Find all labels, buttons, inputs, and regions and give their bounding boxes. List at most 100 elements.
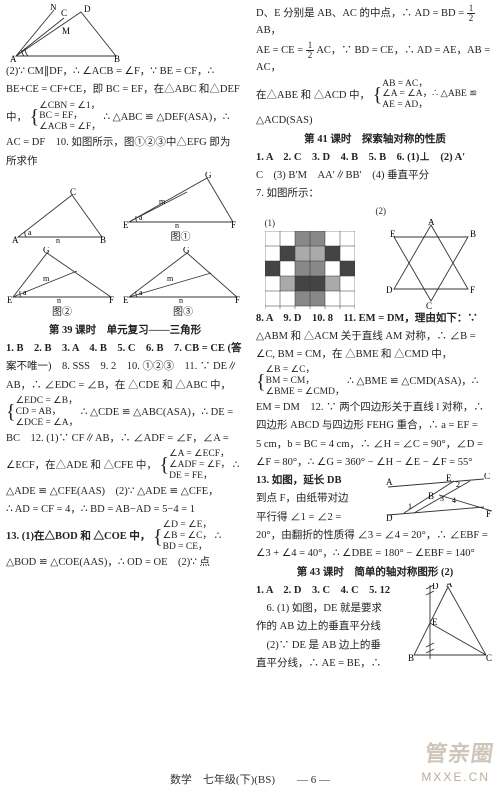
svg-text:m: m bbox=[159, 197, 166, 206]
ans-39-1: 1. B 2. B 3. A 4. B 5. C 6. B 7. CB = CE… bbox=[6, 341, 244, 357]
ans-43-2: 6. (1) 如图，DE 就是要求 bbox=[256, 601, 402, 617]
figcap-a: (1) bbox=[265, 217, 355, 231]
figcap-3: 图③ bbox=[123, 305, 243, 321]
ans-41-6: ∠C, BM = CM，在 △BME 和 △CMD 中， bbox=[256, 347, 494, 363]
fig-star: E A B F C D bbox=[376, 219, 486, 309]
svg-text:E: E bbox=[123, 295, 129, 305]
ans-39-8: 13. (1)在△BOD 和 △COE 中， {∠D = ∠E， ∠B = ∠C… bbox=[6, 520, 244, 553]
text-l3: 中， {∠CBN = ∠1， BC = EF， ∠ACB = ∠F， ∴ △AB… bbox=[6, 101, 244, 134]
ans-41-13: 平行得 ∠1 = ∠2 = bbox=[256, 510, 380, 526]
svg-text:1: 1 bbox=[408, 502, 412, 511]
fig-tri0: C A B a n bbox=[10, 187, 110, 245]
fig-43: A D E B C bbox=[406, 583, 494, 661]
title-39: 第 39 课时 单元复习——三角形 bbox=[6, 323, 244, 339]
svg-text:n: n bbox=[56, 236, 60, 245]
svg-text:E: E bbox=[446, 473, 452, 483]
title-41: 第 41 课时 探索轴对称的性质 bbox=[256, 132, 494, 148]
ans-39-2: 案不唯一) 8. SSS 9. 2 10. ①②③ 11. ∵ DE∥ bbox=[6, 359, 244, 375]
fig-triangle-top: N C D M A B bbox=[6, 4, 126, 64]
text-l5: 所求作 bbox=[6, 154, 244, 170]
svg-text:D: D bbox=[386, 513, 393, 523]
ans-41-2: C (3) B′M AA′∥BB′ (4) 垂直平分 bbox=[256, 168, 494, 184]
svg-text:D: D bbox=[432, 583, 439, 591]
figcap-2: 图② bbox=[7, 305, 117, 321]
fig-tri1: G E F a n m bbox=[121, 172, 241, 230]
svg-text:F: F bbox=[109, 295, 114, 305]
figcap-1: 图① bbox=[121, 230, 241, 246]
svg-text:m: m bbox=[43, 274, 50, 283]
ans-43-4: (2)∵ DE 是 AB 边上的垂 bbox=[256, 638, 402, 654]
svg-text:A: A bbox=[428, 219, 435, 227]
svg-text:3: 3 bbox=[440, 494, 444, 503]
ans-43-3: 作的 AB 边上的垂直平分线 bbox=[256, 619, 402, 635]
svg-text:C: C bbox=[426, 301, 432, 309]
lbl-A: A bbox=[10, 54, 17, 64]
svg-text:4: 4 bbox=[452, 496, 456, 505]
ans-43-5: 直平分线，∴ AE = BE，∴ bbox=[256, 656, 402, 672]
ans-41-1: 1. A 2. C 3. D 4. B 5. B 6. (1)⊥ (2) A′ bbox=[256, 150, 494, 166]
svg-text:E: E bbox=[432, 617, 438, 627]
svg-text:A: A bbox=[446, 583, 453, 589]
svg-text:a: a bbox=[28, 228, 32, 237]
ans-41-8: 四边形 ABCD 与四边形 FEHG 重合，∴ a = EF = bbox=[256, 418, 494, 434]
svg-text:G: G bbox=[183, 247, 190, 255]
text-l4: AC = DF 10. 如图所示，图①②③中△EFG 即为 bbox=[6, 135, 244, 151]
ans-41-3: 7. 如图所示： bbox=[256, 186, 494, 202]
svg-text:F: F bbox=[231, 220, 236, 230]
svg-text:F: F bbox=[235, 295, 240, 305]
ans-41-12: 到点 F，由纸带对边 bbox=[256, 491, 380, 507]
svg-text:G: G bbox=[43, 247, 50, 255]
svg-text:G: G bbox=[205, 172, 212, 180]
svg-text:m: m bbox=[167, 274, 174, 283]
ans-41-10: ∠F = 80°，∴ ∠G = 360° − ∠H − ∠E − ∠F = 55… bbox=[256, 455, 494, 471]
ans-41-5: △ABM 和 △ACM 关于直线 AM 对称，∴ ∠B = bbox=[256, 329, 494, 345]
r-l3: 在△ABE 和 △ACD 中， {AB = AC， ∠A = ∠A，∴ △ABE… bbox=[256, 79, 494, 112]
svg-text:B: B bbox=[100, 235, 106, 245]
svg-text:F: F bbox=[486, 509, 491, 519]
svg-text:D: D bbox=[386, 285, 393, 295]
fig-tri2: G E F a n m bbox=[7, 247, 117, 305]
svg-text:2: 2 bbox=[456, 480, 460, 489]
page-footer: 数学 七年级(下)(BS) — 6 — bbox=[0, 772, 500, 789]
lbl-B: B bbox=[114, 54, 120, 64]
r-l4: △ACD(SAS) bbox=[256, 113, 494, 129]
lbl-D: D bbox=[84, 4, 91, 14]
svg-text:n: n bbox=[175, 221, 179, 230]
fig-tri3: G E F a n m bbox=[123, 247, 243, 305]
text-l1: (2)∵ CM∥DF，∴ ∠ACB = ∠F，∵ BE = CF，∴ bbox=[6, 64, 244, 80]
ans-39-6: △ADE ≌ △CFE(AAS) (2)∵ △ADE ≌ △CFE， bbox=[6, 484, 244, 500]
ans-43-1: 1. A 2. D 3. C 4. C 5. 12 bbox=[256, 583, 402, 599]
ans-39-5: ∠ECF，在△ADE 和 △CFE 中， {∠A = ∠ECF， ∠ADF = … bbox=[6, 449, 244, 482]
ans-41-15: ∠3 + ∠4 = 40°，∴ ∠DBE = 180° − ∠EBF = 140… bbox=[256, 546, 494, 562]
svg-text:B: B bbox=[408, 653, 414, 661]
title-43: 第 43 课时 简单的轴对称图形 (2) bbox=[256, 565, 494, 581]
ans-39-3b: {∠EDC = ∠B， CD = AB， ∠DCE = ∠A， ∴ △CDE ≌… bbox=[6, 396, 244, 429]
fig-fold: A E C F B D 1 2 3 4 bbox=[384, 473, 494, 523]
r-l2: AE = CE = 12 AC，∵ BD = CE，∴ AD = AE，AB =… bbox=[256, 41, 494, 76]
ans-41-4: 8. A 9. D 10. 8 11. EM = DM，理由如下：∵ bbox=[256, 311, 494, 327]
ans-41-14: 20°，由翻折的性质得 ∠3 = ∠4 = 20°，∴ ∠EBF = bbox=[256, 528, 494, 544]
ans-41-6b: {∠B = ∠C， BM = CM， ∠BME = ∠CMD， ∴ △BME ≌… bbox=[256, 365, 494, 398]
svg-text:a: a bbox=[139, 213, 143, 222]
svg-text:E: E bbox=[7, 295, 13, 305]
ans-41-9: 5 cm，b = BC = 4 cm，∴ ∠H = ∠C = 90°，∠D = bbox=[256, 437, 494, 453]
svg-text:E: E bbox=[390, 229, 396, 239]
svg-text:a: a bbox=[139, 288, 143, 297]
svg-text:C: C bbox=[486, 653, 492, 661]
svg-text:C: C bbox=[70, 187, 76, 197]
svg-text:E: E bbox=[123, 220, 129, 230]
svg-text:A: A bbox=[12, 235, 19, 245]
ans-39-4: BC 12. (1)∵ CF∥AB，∴ ∠ADF = ∠F，∠A = bbox=[6, 431, 244, 447]
svg-text:A: A bbox=[386, 477, 393, 487]
ans-41-7: EM = DM 12. ∵ 两个四边形关于直线 l 对称，∴ bbox=[256, 400, 494, 416]
lbl-N: N bbox=[50, 4, 57, 12]
svg-text:B: B bbox=[428, 491, 434, 501]
svg-text:B: B bbox=[470, 229, 476, 239]
text-l2: BE+CE = CF+CE，即 BC = EF，在△ABC 和△DEF bbox=[6, 82, 244, 98]
svg-text:F: F bbox=[470, 285, 475, 295]
ans-39-7: ∴ AD = CF = 4，∴ BD = AB−AD = 5−4 = 1 bbox=[6, 502, 244, 518]
ans-39-3: AB，∴ ∠EDC = ∠B，在 △CDE 和 △ABC 中， bbox=[6, 378, 244, 394]
figcap-b: (2) bbox=[376, 205, 486, 219]
svg-text:n: n bbox=[57, 296, 61, 305]
ans-41-11: 13. 如图，延长 DB bbox=[256, 473, 380, 489]
